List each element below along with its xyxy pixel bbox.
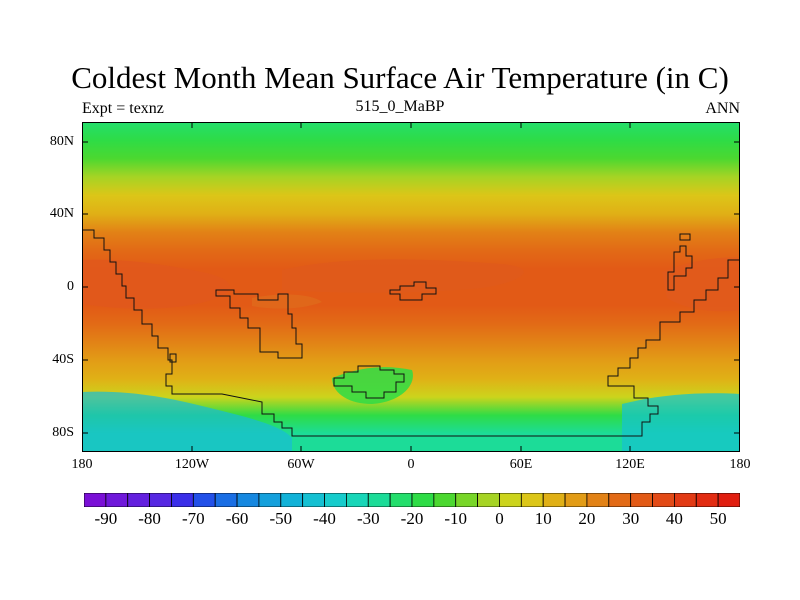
colorbar-label: 20 [578,509,596,528]
colorbar-label: -70 [181,509,205,528]
colorbar-swatch [214,493,238,507]
colorbar-label: 30 [622,509,640,528]
small-island-outline [169,353,177,363]
colorbar-swatch [520,493,544,507]
colorbar-swatch [586,493,610,507]
colorbar-swatch [84,493,107,507]
temperature-map [82,122,740,452]
colorbar-swatch [345,493,369,507]
lon-label-60e: 60E [509,457,533,472]
lat-label-40s: 40S [52,352,74,367]
colorbar-label: 50 [709,509,727,528]
hot-region-east-pacific [82,259,231,309]
colorbar-swatch [477,493,500,507]
cold-region-southwest [82,391,292,452]
map-frame [82,122,740,452]
colorbar [84,493,740,507]
colorbar-swatch [324,493,347,507]
colorbar-swatch [192,493,216,507]
cool-region-south [332,367,413,404]
colorbar-swatch [695,493,719,507]
coastlines [82,229,740,437]
lat-label-80n: 80N [49,134,74,149]
colorbar-swatch [542,493,566,507]
colorbar-swatch [433,493,457,507]
colorbar-swatch [630,493,653,507]
colorbar-swatch [302,493,325,507]
hot-region-small [252,294,322,309]
colorbar-swatch [258,493,282,507]
colorbar-swatch [280,493,304,507]
experiment-label: Expt = texnz [82,100,164,117]
colorbar-label: -20 [400,509,424,528]
inner-continent-outline [215,289,303,359]
colorbar-label: 10 [534,509,552,528]
season-label: ANN [705,100,740,117]
colorbar-swatch [105,493,129,507]
colorbar-swatch [674,493,697,507]
lon-label-60w: 60W [287,457,315,472]
colorbar-swatch [171,493,194,507]
colorbar-swatch [455,493,479,507]
colorbar-label: -60 [225,509,249,528]
time-label: 515_0_MaBP [355,98,445,115]
southern-island-outline [333,365,405,399]
colorbar-swatch [127,493,151,507]
eastern-island-outline [667,245,693,291]
colorbar-swatch [236,493,260,507]
colorbar-swatch [411,493,435,507]
cold-region-southeast [622,393,740,452]
hot-region-west-pacific [662,257,740,312]
colorbar-swatch [564,493,588,507]
colorbar-label: -40 [313,509,336,528]
hot-region-central [282,259,524,293]
colorbar-label: -30 [356,509,380,528]
colorbar-swatch [389,493,413,507]
colorbar-label: -80 [138,509,161,528]
colorbar-swatch [367,493,391,507]
colorbar-label: -50 [269,509,293,528]
colorbar-swatch [149,493,172,507]
colorbar-swatch [652,493,675,507]
map-title: Coldest Month Mean Surface Air Temperatu… [71,60,729,95]
colorbar-swatch [499,493,522,507]
lon-label-180e: 180 [729,457,751,472]
colorbar-label: -90 [94,509,118,528]
colorbar-label: 0 [495,509,504,528]
northern-island-outline [679,233,691,241]
colorbar-label: 40 [665,509,683,528]
lat-label-80s: 80S [52,425,74,440]
lon-label-120e: 120E [615,457,645,472]
lon-label-0: 0 [407,457,415,472]
colorbar-label: -10 [444,509,468,528]
lat-label-40n: 40N [49,206,74,221]
lat-label-0: 0 [67,279,74,294]
main-continent-outline [82,229,740,437]
lon-label-120w: 120W [174,457,210,472]
central-island-outline [389,281,437,301]
colorbar-swatch [717,493,740,507]
map-plot-area [82,122,740,452]
colorbar-swatch [608,493,632,507]
lon-label-180w: 180 [71,457,93,472]
